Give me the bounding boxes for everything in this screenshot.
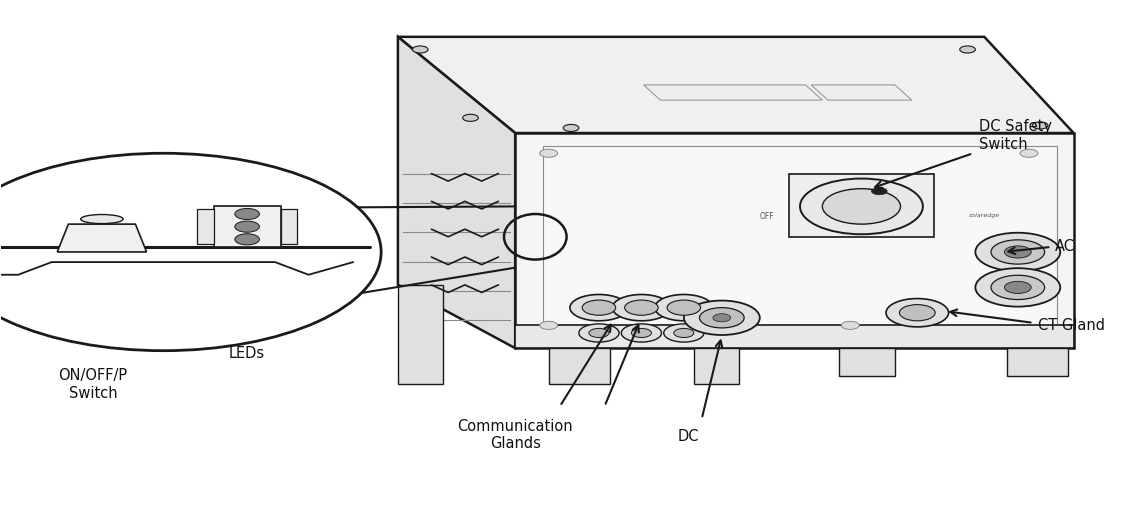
Text: LEDs: LEDs [229,346,265,360]
Circle shape [800,179,923,234]
Circle shape [570,295,628,321]
Polygon shape [57,224,146,252]
Polygon shape [398,37,515,348]
Ellipse shape [81,214,124,223]
Polygon shape [398,37,1073,133]
Circle shape [1005,246,1031,258]
Text: ON/OFF/P
Switch: ON/OFF/P Switch [58,369,127,401]
Circle shape [579,324,619,342]
Circle shape [0,153,381,351]
Circle shape [713,314,731,322]
Circle shape [991,275,1044,300]
Polygon shape [197,209,214,244]
Polygon shape [812,85,912,100]
Circle shape [632,328,652,337]
Polygon shape [543,146,1057,335]
Circle shape [1032,122,1048,129]
Polygon shape [515,133,1073,348]
Circle shape [235,234,260,245]
Text: CT Gland: CT Gland [1037,318,1105,333]
Circle shape [976,268,1060,306]
Circle shape [823,189,900,224]
Circle shape [976,233,1060,271]
Circle shape [699,307,744,328]
Text: DC Safety
Switch: DC Safety Switch [979,119,1052,152]
Circle shape [673,328,694,337]
Circle shape [463,115,479,121]
Circle shape [655,295,713,321]
Circle shape [589,328,609,337]
Circle shape [540,321,558,329]
Circle shape [413,46,428,53]
Circle shape [991,240,1044,264]
Circle shape [1021,149,1037,157]
Circle shape [540,149,558,157]
Circle shape [886,299,949,327]
Circle shape [960,46,976,53]
Text: OFF: OFF [759,212,773,221]
Circle shape [235,221,260,232]
Circle shape [842,321,859,329]
Circle shape [899,304,935,321]
Polygon shape [515,325,1073,348]
Polygon shape [694,348,738,384]
Polygon shape [789,174,934,237]
Circle shape [1005,281,1031,294]
Circle shape [667,300,700,315]
Polygon shape [644,85,823,100]
Circle shape [625,300,659,315]
Circle shape [582,300,616,315]
Circle shape [563,124,579,131]
Polygon shape [1007,348,1068,376]
Text: Communication
Glands: Communication Glands [457,419,573,451]
Circle shape [622,324,662,342]
Polygon shape [281,209,298,244]
Circle shape [235,208,260,219]
Polygon shape [214,207,281,247]
Polygon shape [840,348,895,376]
Circle shape [683,301,760,335]
Polygon shape [549,348,610,384]
Text: DC: DC [678,429,699,444]
Circle shape [871,188,887,195]
Polygon shape [398,285,443,384]
Circle shape [613,295,670,321]
Circle shape [664,324,704,342]
Text: solaredge: solaredge [969,213,1000,217]
Text: AC: AC [1054,239,1075,254]
